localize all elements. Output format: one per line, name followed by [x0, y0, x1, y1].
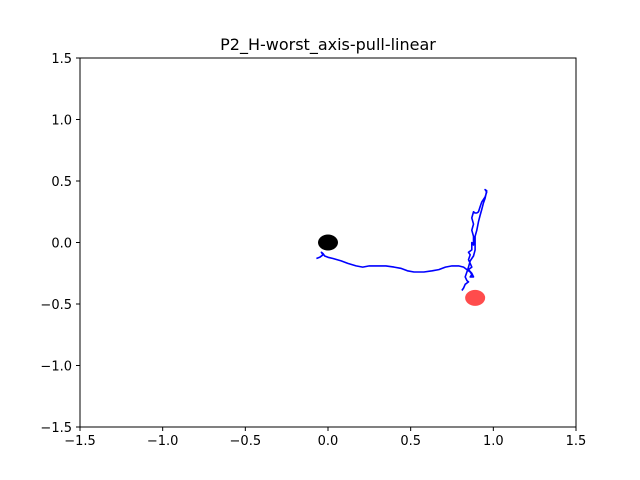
x-tick-label: 1.0 — [483, 434, 504, 449]
y-tick-label: 1.5 — [51, 52, 72, 67]
start-marker — [318, 234, 338, 251]
y-tick-label: −1.0 — [40, 360, 72, 375]
x-tick-label: 0.5 — [400, 434, 421, 449]
y-tick-label: 0.0 — [51, 237, 72, 252]
y-tick-label: 1.0 — [51, 114, 72, 129]
y-tick-label: −0.5 — [40, 298, 72, 313]
x-tick-label: 1.5 — [566, 434, 587, 449]
y-tick-label: −1.5 — [40, 421, 72, 436]
target-marker — [465, 289, 486, 306]
plot-area-frame — [79, 57, 577, 428]
chart-title: P2_H-worst_axis-pull-linear — [220, 35, 436, 55]
x-tick-label: −1.0 — [147, 434, 179, 449]
y-tick-label: 0.5 — [51, 175, 72, 190]
data-layer — [316, 188, 488, 306]
axes-ticks: −1.5 −1.0 −0.5 0.0 0.5 1.0 1.5 −1.5 −1.0 −0.5 0.0 0… — [40, 52, 586, 449]
x-tick-label: −0.5 — [230, 434, 262, 449]
x-tick-label: −1.5 — [64, 434, 96, 449]
x-tick-label: 0.0 — [318, 434, 339, 449]
trajectory-line — [316, 188, 488, 291]
